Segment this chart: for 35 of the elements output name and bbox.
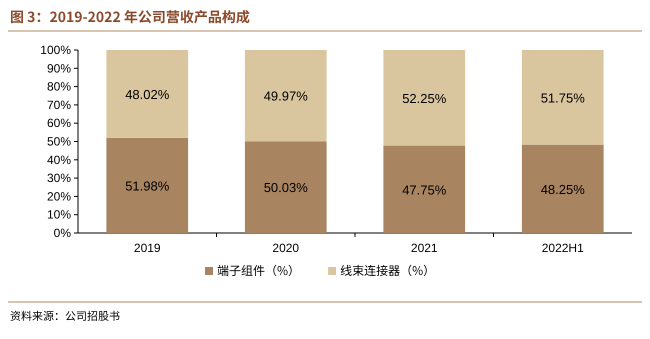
bar	[383, 146, 466, 233]
y-tick-label: 100%	[40, 43, 72, 57]
y-tick-label: 50%	[46, 134, 72, 148]
data-label: 51.75%	[540, 90, 586, 106]
data-label: 52.25%	[402, 90, 447, 106]
legend-label: 端子组件（%）	[217, 262, 300, 279]
y-tick-label: 70%	[46, 98, 72, 112]
chart-title: 图 3：2019-2022 年公司营收产品构成	[10, 7, 250, 27]
data-label: 48.25%	[540, 182, 586, 197]
data-label: 47.75%	[402, 182, 447, 198]
data-label: 48.02%	[125, 86, 170, 102]
bar	[522, 50, 604, 145]
bar	[106, 138, 188, 233]
x-tick-label: 2021	[410, 241, 438, 255]
bar	[383, 50, 466, 146]
y-tick-label: 0%	[54, 226, 72, 240]
bar	[244, 141, 327, 233]
x-tick-label: 2020	[272, 241, 300, 255]
y-tick-label: 10%	[46, 208, 72, 222]
x-tick-label: 2022H1	[542, 241, 584, 255]
legend-label: 线束连接器（%）	[340, 262, 436, 279]
y-tick-label: 60%	[46, 116, 72, 130]
data-label: 49.97%	[264, 88, 308, 104]
data-label: 50.03%	[264, 180, 308, 196]
y-tick-label: 90%	[46, 61, 72, 76]
x-tick-label: 2019	[134, 241, 161, 255]
y-tick-label: 80%	[46, 80, 72, 94]
bar	[244, 50, 327, 142]
data-label: 51.98%	[125, 178, 170, 194]
bar	[522, 144, 604, 233]
bar	[106, 50, 188, 138]
y-tick-label: 20%	[46, 189, 72, 204]
text: 资料来源：公司招股书	[10, 308, 120, 324]
y-tick-label: 40%	[46, 152, 72, 167]
y-tick-label: 30%	[46, 171, 72, 186]
